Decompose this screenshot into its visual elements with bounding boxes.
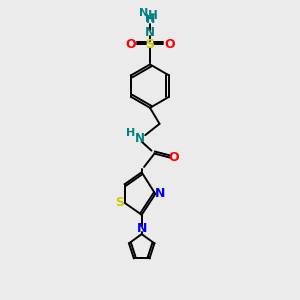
Text: N: N bbox=[145, 26, 155, 39]
Text: S: S bbox=[115, 196, 124, 209]
Text: N: N bbox=[139, 8, 148, 18]
Text: H: H bbox=[126, 128, 135, 138]
Text: N: N bbox=[155, 188, 165, 200]
Text: H: H bbox=[146, 14, 154, 24]
Text: O: O bbox=[125, 38, 136, 51]
Text: S: S bbox=[146, 38, 154, 51]
Text: N: N bbox=[136, 222, 147, 235]
Text: O: O bbox=[169, 151, 179, 164]
Text: H: H bbox=[147, 9, 157, 22]
Text: H: H bbox=[146, 15, 155, 25]
Text: O: O bbox=[164, 38, 175, 51]
Text: N: N bbox=[135, 132, 145, 145]
